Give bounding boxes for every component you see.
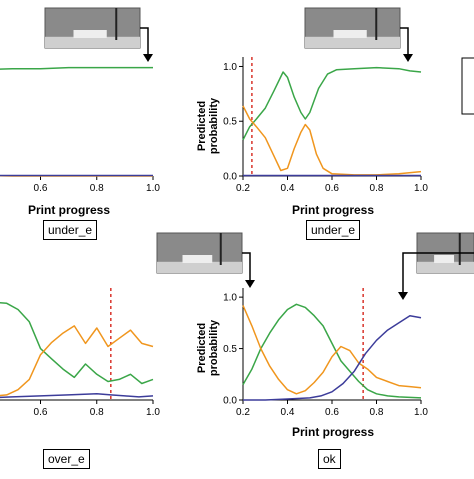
x-tick-label: 0.6 xyxy=(325,407,339,418)
series-line-2 xyxy=(242,105,422,176)
series-line-1 xyxy=(242,66,422,141)
series-line-3 xyxy=(243,314,422,401)
caption-under-e-left: under_e xyxy=(43,220,98,240)
x-tick-label: 0.8 xyxy=(90,183,104,194)
series-line-2 xyxy=(242,305,422,395)
x-tick-label: 0.8 xyxy=(90,407,104,418)
print-thumbnail-under-e-1-part xyxy=(73,30,107,38)
x-tick-label: 0.4 xyxy=(281,183,295,194)
y-tick-label: 0.5 xyxy=(223,117,237,128)
y-tick-label: 0.0 xyxy=(223,172,237,183)
arrow-head-icon xyxy=(245,280,255,288)
arrow-head-icon xyxy=(403,54,413,62)
print-thumbnail-ok-part xyxy=(434,255,455,263)
series-line-2 xyxy=(0,325,154,397)
print-thumbnail-under-e-2-part xyxy=(333,30,367,38)
arrow-line xyxy=(140,27,149,56)
legend-box-cropped xyxy=(461,57,474,115)
xlabel-top-right: Print progress xyxy=(292,203,375,217)
x-tick-label: 0.2 xyxy=(236,407,250,418)
print-thumbnail-under-e-2-bed xyxy=(305,36,400,48)
x-tick-label: 0.8 xyxy=(370,183,384,194)
y-tick-label: 1.0 xyxy=(223,293,237,304)
x-tick-label: 0.8 xyxy=(370,407,384,418)
ylabel-top-right: Predicted probability xyxy=(196,97,220,155)
series-line-1 xyxy=(0,301,154,385)
series-line-2 xyxy=(0,174,153,177)
y-tick-label: 0.0 xyxy=(223,396,237,407)
arrow-line xyxy=(400,27,409,56)
series-line-1 xyxy=(0,66,153,70)
x-tick-label: 0.2 xyxy=(236,183,250,194)
x-tick-label: 1.0 xyxy=(414,407,428,418)
arrow-line xyxy=(402,252,474,294)
print-thumbnail-over-e-part xyxy=(182,255,213,263)
x-tick-label: 1.0 xyxy=(414,183,428,194)
caption-under-e-right: under_e xyxy=(306,220,361,240)
series-line-1 xyxy=(242,303,422,399)
x-tick-label: 1.0 xyxy=(146,183,160,194)
series-line-3 xyxy=(0,393,154,399)
x-tick-label: 0.6 xyxy=(325,183,339,194)
x-tick-label: 0.4 xyxy=(281,407,295,418)
xlabel-bottom-right: Print progress xyxy=(292,425,375,439)
print-thumbnail-over-e-bed xyxy=(157,261,242,273)
caption-ok: ok xyxy=(318,449,341,469)
y-tick-label: 0.5 xyxy=(223,344,237,355)
print-thumbnail-under-e-1-bed xyxy=(45,36,140,48)
caption-over-e: over_e xyxy=(43,449,90,469)
arrow-head-icon xyxy=(398,292,408,300)
print-thumbnail-ok-bed xyxy=(417,261,474,273)
x-tick-label: 1.0 xyxy=(146,407,160,418)
ylabel-bottom-right: Predicted probability xyxy=(196,319,220,377)
arrow-head-icon xyxy=(143,54,153,62)
arrow-line xyxy=(242,252,251,282)
x-tick-label: 0.6 xyxy=(34,407,48,418)
y-tick-label: 1.0 xyxy=(223,62,237,73)
x-tick-label: 0.6 xyxy=(34,183,48,194)
xlabel-top-left: Print progress xyxy=(28,203,111,217)
